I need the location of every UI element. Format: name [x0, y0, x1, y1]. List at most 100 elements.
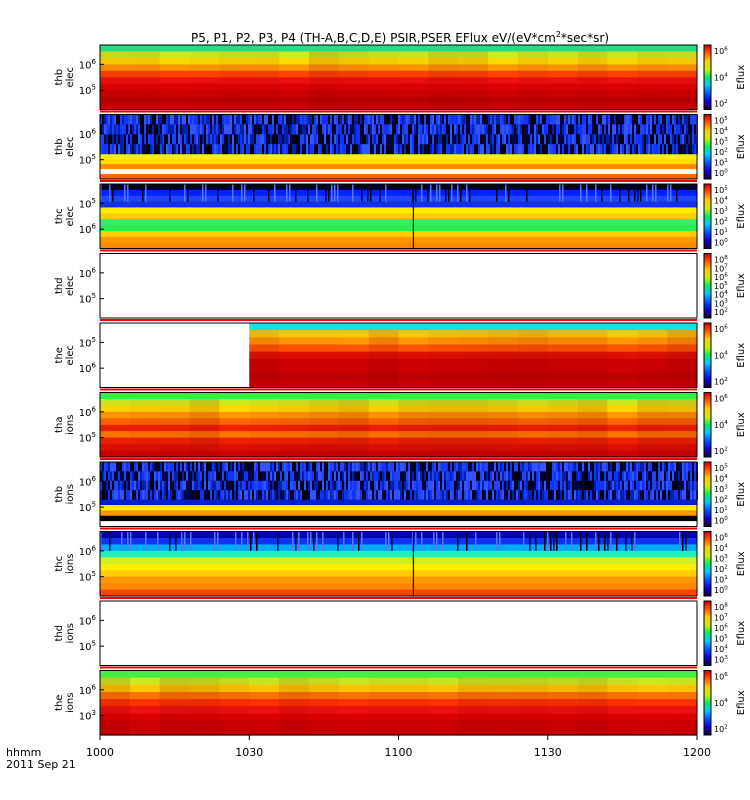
spectrogram-speckle: [690, 124, 692, 135]
spectrogram-speckle: [408, 134, 410, 145]
spectrogram-speckle: [688, 144, 690, 155]
spectrogram-speckle: [682, 124, 684, 135]
spectrogram-row: [100, 505, 697, 511]
spectrogram-block: [637, 330, 668, 388]
spectrogram-speckle: [674, 114, 676, 125]
spectrogram-speckle: [468, 144, 470, 155]
spectrogram-block: [667, 51, 697, 110]
spectrogram-speckle: [358, 124, 360, 135]
spectrogram-speckle: [318, 471, 320, 481]
spectrogram-speckle: [294, 144, 296, 155]
spectrogram-speckle: [566, 490, 568, 500]
spectrogram-speckle: [310, 462, 312, 472]
spectrogram-speckle: [410, 114, 412, 125]
spectrogram-speckle: [598, 480, 600, 491]
y-tick-label: 106: [79, 266, 97, 280]
spectrogram-speckle: [370, 124, 372, 135]
spectrogram-speckle: [606, 462, 608, 472]
spectrogram-speckle: [646, 490, 648, 500]
spectrogram-speckle: [452, 462, 454, 472]
spectrogram-speckle: [670, 144, 672, 155]
spectrogram-speckle: [246, 124, 248, 135]
spectrogram-speckle: [390, 114, 392, 125]
spectrogram-speckle: [454, 490, 456, 500]
spectrogram-speckle: [240, 490, 242, 500]
spectrogram-speckle: [346, 134, 348, 145]
spectrogram-stripe: [415, 184, 417, 202]
spectrogram-speckle: [430, 124, 432, 135]
spectrogram-speckle: [268, 471, 270, 481]
spectrogram-speckle: [200, 490, 202, 500]
spectrogram-speckle: [482, 114, 484, 125]
spectrogram-speckle: [346, 480, 348, 491]
spectrogram-block: [308, 677, 339, 735]
spectrogram-stripe: [667, 184, 669, 202]
spectrogram-speckle: [494, 124, 496, 135]
spectrogram-speckle: [490, 471, 492, 481]
spectrogram-speckle: [256, 462, 258, 472]
spectrogram-speckle: [100, 462, 102, 472]
spectrogram-speckle: [116, 471, 118, 481]
spectrogram-speckle: [524, 462, 526, 472]
colorbar-tick-label: 105: [714, 185, 728, 195]
spectrogram-speckle: [680, 114, 682, 125]
spectrogram-speckle: [106, 480, 108, 491]
spectrogram-speckle: [438, 462, 440, 472]
spectrogram-speckle: [598, 490, 600, 500]
spectrogram-speckle: [164, 144, 166, 155]
spectrogram-speckle: [322, 134, 324, 145]
spectrogram-speckle: [604, 134, 606, 145]
spectrogram-speckle: [294, 471, 296, 481]
spectrogram-speckle: [226, 134, 228, 145]
spectrogram-speckle: [124, 480, 126, 491]
spectrogram-speckle: [648, 134, 650, 145]
spectrogram-speckle: [560, 471, 562, 481]
spectrogram-speckle: [492, 124, 494, 135]
spectrogram-speckle: [250, 490, 252, 500]
spectrogram-speckle: [342, 480, 344, 491]
spectrogram-speckle: [630, 144, 632, 155]
spectrogram-speckle: [544, 134, 546, 145]
spectrogram-speckle: [626, 144, 628, 155]
spectrogram-speckle: [502, 490, 504, 500]
spectrogram-speckle: [522, 144, 524, 155]
spectrogram-speckle: [656, 462, 658, 472]
spectrogram-speckle: [612, 471, 614, 481]
spectrogram-speckle: [414, 462, 416, 472]
spectrogram-speckle: [318, 480, 320, 491]
spectrogram-speckle: [232, 144, 234, 155]
spectrogram-speckle: [436, 462, 438, 472]
spectrogram-stripe: [457, 184, 459, 202]
spectrogram-speckle: [598, 144, 600, 155]
spectrogram-speckle: [210, 144, 212, 155]
spectrogram-stripe: [274, 184, 276, 202]
spectrogram-speckle: [574, 490, 576, 500]
spectrogram-speckle: [478, 480, 480, 491]
spectrogram-speckle: [354, 124, 356, 135]
spectrogram-speckle: [492, 144, 494, 155]
spectrogram-speckle: [456, 480, 458, 491]
spectrogram-speckle: [248, 114, 250, 125]
spectrogram-speckle: [468, 124, 470, 135]
spectrogram-speckle: [454, 114, 456, 125]
spectrogram-speckle: [172, 480, 174, 491]
spectrogram-speckle: [416, 144, 418, 155]
spectrogram-speckle: [606, 480, 608, 491]
spectrogram-speckle: [270, 471, 272, 481]
spectrogram-speckle: [542, 134, 544, 145]
spectrogram-speckle: [104, 114, 106, 125]
spectrogram-speckle: [468, 480, 470, 491]
spectrogram-speckle: [386, 114, 388, 125]
colorbar-tick-label: 102: [714, 147, 728, 157]
spectrogram-speckle: [154, 144, 156, 155]
spectrogram-speckle: [324, 480, 326, 491]
spectrogram-speckle: [354, 134, 356, 145]
spectrogram-speckle: [214, 134, 216, 145]
spectrogram-speckle: [486, 480, 488, 491]
spectrogram-speckle: [284, 462, 286, 472]
spectrogram-speckle: [412, 480, 414, 491]
spectrogram-speckle: [136, 144, 138, 155]
spectrogram-speckle: [326, 471, 328, 481]
spectrogram-speckle: [240, 144, 242, 155]
